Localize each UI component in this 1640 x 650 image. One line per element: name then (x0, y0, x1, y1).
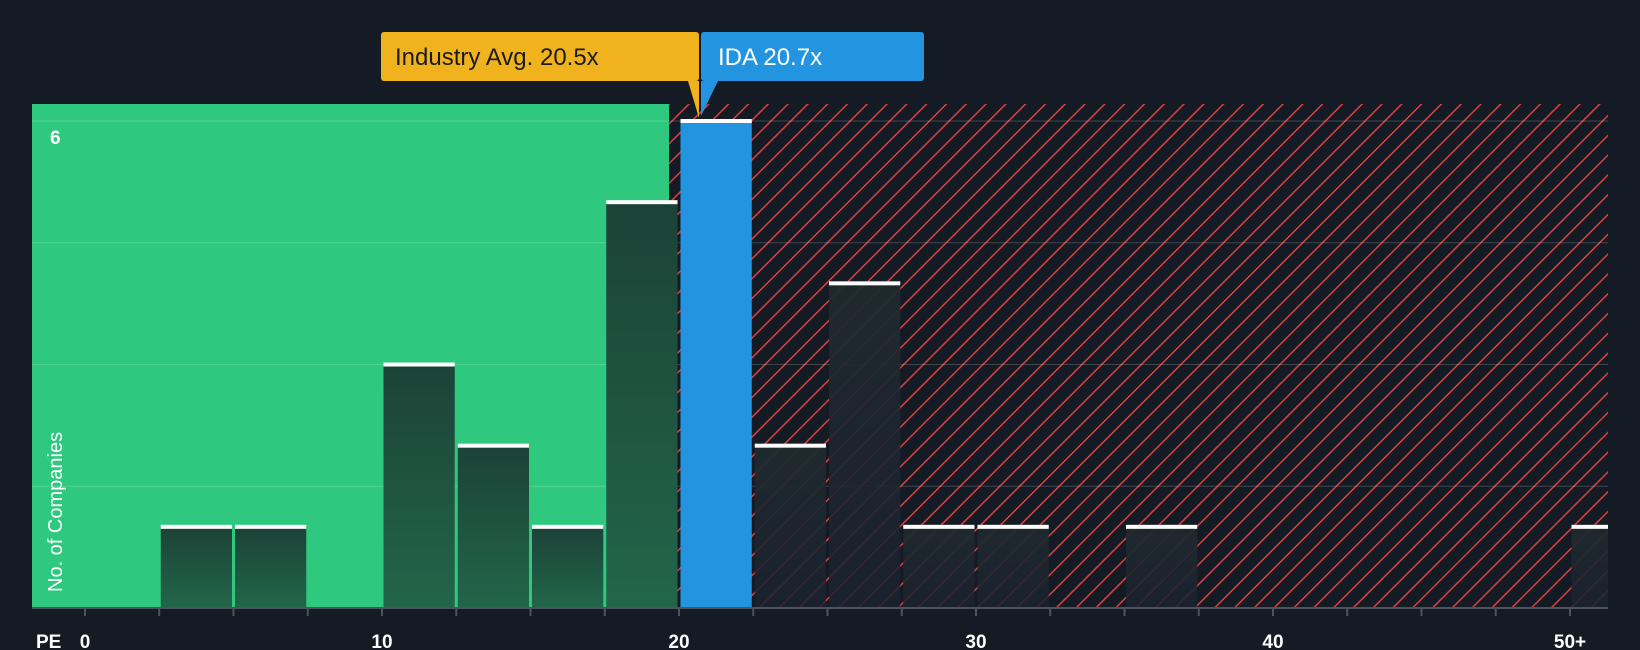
bar-cap (532, 524, 604, 529)
company-pointer (701, 81, 718, 116)
bar-cap (1126, 524, 1198, 529)
x-tick-label: 20 (668, 632, 689, 650)
x-tick-label: 10 (371, 632, 392, 650)
bar (1571, 526, 1608, 608)
company-callout: IDA 20.7x (701, 32, 924, 116)
bar-cap (754, 443, 826, 448)
bar (754, 445, 826, 608)
bar (235, 526, 307, 608)
bar (903, 526, 975, 608)
bar-cap (680, 119, 752, 123)
x-tick-label: 0 (80, 632, 91, 650)
bar-cap (606, 200, 678, 205)
company-callout-box (701, 32, 924, 81)
bar-cap (1571, 524, 1608, 529)
bar-cap (829, 281, 901, 286)
bar (160, 526, 232, 608)
y-max-label: 6 (50, 128, 61, 149)
bar (457, 445, 529, 608)
company-label: IDA 20.7x (718, 44, 822, 71)
bar (606, 202, 678, 608)
industry-avg-label: Industry Avg. 20.5x (395, 44, 599, 71)
fair-value-region (32, 104, 669, 608)
bar-cap (977, 524, 1049, 529)
y-axis-label: No. of Companies (45, 432, 67, 592)
bar (977, 526, 1049, 608)
industry-avg-callout-box (381, 32, 699, 81)
x-ticks: 0 10 20 30 40 50+ (80, 608, 1586, 650)
x-axis-label: PE (36, 632, 61, 650)
bar (829, 283, 901, 608)
bar (1126, 526, 1198, 608)
bar (383, 364, 455, 608)
industry-avg-pointer (688, 81, 699, 118)
x-tick-label: 30 (965, 632, 986, 650)
bar (532, 526, 604, 608)
bars-layer (160, 119, 1608, 608)
bar-cap (383, 362, 455, 367)
bar-company (680, 121, 752, 608)
bar-cap (160, 524, 232, 529)
bar-cap (457, 443, 529, 448)
bar-cap (235, 524, 307, 529)
x-tick-label: 50+ (1554, 632, 1586, 650)
bar-cap (903, 524, 975, 529)
industry-avg-callout: Industry Avg. 20.5x (381, 32, 699, 118)
x-tick-label: 40 (1262, 632, 1283, 650)
